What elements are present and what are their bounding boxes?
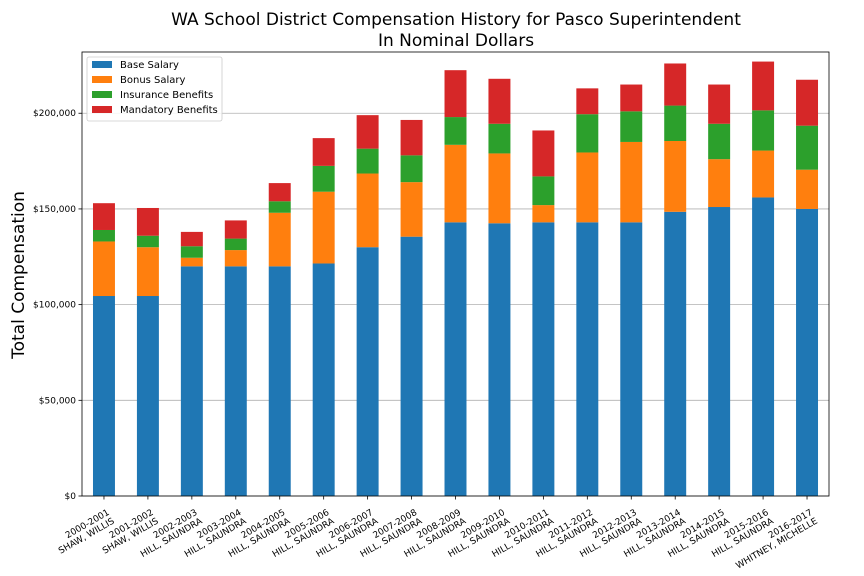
- bar-insurance-benefits: [708, 123, 731, 160]
- bar-bonus-salary: [664, 140, 687, 212]
- bars: [92, 61, 819, 497]
- y-tick-label: $100,000: [33, 301, 76, 311]
- bar-mandatory-benefits: [664, 63, 687, 106]
- bar-base-salary: [796, 208, 819, 496]
- bar-base-salary: [136, 296, 159, 496]
- bar-bonus-salary: [752, 150, 775, 198]
- bar-mandatory-benefits: [180, 231, 203, 247]
- y-axis-ticks: $0 $50,000 $100,000 $150,000 $200,000: [33, 109, 82, 502]
- bar-mandatory-benefits: [620, 84, 643, 112]
- bar-base-salary: [400, 236, 423, 496]
- bar-bonus-salary: [708, 159, 731, 208]
- bar-bonus-salary: [532, 205, 555, 223]
- bar-mandatory-benefits: [708, 84, 731, 124]
- bar-bonus-salary: [576, 152, 599, 223]
- bar-mandatory-benefits: [576, 88, 599, 115]
- bar-insurance-benefits: [488, 123, 511, 154]
- bar-mandatory-benefits: [136, 207, 159, 236]
- bar-insurance-benefits: [532, 176, 555, 206]
- bar-base-salary: [356, 247, 379, 496]
- y-tick-label: $0: [65, 492, 77, 502]
- legend-label: Base Salary: [120, 60, 179, 71]
- bar-insurance-benefits: [136, 235, 159, 248]
- bar-base-salary: [312, 263, 335, 496]
- bar-base-salary: [576, 222, 599, 497]
- bar-mandatory-benefits: [268, 183, 291, 202]
- y-axis-label: Total Compensation: [9, 191, 29, 360]
- bar-insurance-benefits: [576, 114, 599, 153]
- bar-insurance-benefits: [400, 155, 423, 183]
- bar-bonus-salary: [620, 141, 643, 223]
- bar-base-salary: [708, 207, 731, 496]
- bar-insurance-benefits: [664, 105, 687, 141]
- legend-swatch: [92, 91, 112, 98]
- bar-base-salary: [620, 222, 643, 497]
- bar-mandatory-benefits: [752, 61, 775, 111]
- bar-base-salary: [444, 222, 467, 497]
- bar-base-salary: [752, 197, 775, 496]
- bar-bonus-salary: [92, 241, 115, 297]
- bar-mandatory-benefits: [356, 115, 379, 149]
- bar-bonus-salary: [224, 250, 247, 267]
- bar-insurance-benefits: [180, 246, 203, 258]
- bar-insurance-benefits: [312, 165, 335, 192]
- y-tick-label: $150,000: [33, 205, 76, 215]
- bar-base-salary: [180, 266, 203, 496]
- bar-insurance-benefits: [620, 111, 643, 142]
- bar-mandatory-benefits: [488, 78, 511, 124]
- bar-base-salary: [532, 222, 555, 497]
- bar-mandatory-benefits: [444, 70, 467, 118]
- bar-insurance-benefits: [356, 148, 379, 174]
- legend-swatch: [92, 61, 112, 68]
- y-tick-label: $50,000: [39, 396, 76, 406]
- bar-mandatory-benefits: [400, 119, 423, 156]
- bar-bonus-salary: [488, 153, 511, 224]
- chart-title: WA School District Compensation History …: [171, 10, 741, 30]
- bar-insurance-benefits: [268, 201, 291, 213]
- bar-bonus-salary: [356, 173, 379, 248]
- legend-swatch: [92, 106, 112, 113]
- bar-bonus-salary: [796, 169, 819, 209]
- bar-bonus-salary: [268, 212, 291, 267]
- chart-subtitle: In Nominal Dollars: [378, 31, 534, 51]
- bar-mandatory-benefits: [312, 138, 335, 166]
- bar-base-salary: [664, 211, 687, 496]
- bar-insurance-benefits: [444, 117, 467, 145]
- bar-bonus-salary: [400, 182, 423, 237]
- bar-mandatory-benefits: [92, 203, 115, 230]
- bar-insurance-benefits: [796, 125, 819, 170]
- bar-base-salary: [268, 266, 291, 496]
- legend-label: Bonus Salary: [120, 75, 186, 86]
- bar-bonus-salary: [444, 144, 467, 223]
- bar-insurance-benefits: [752, 110, 775, 151]
- bar-bonus-salary: [312, 191, 335, 264]
- bar-mandatory-benefits: [224, 220, 247, 239]
- legend-label: Mandatory Benefits: [120, 105, 218, 116]
- bar-insurance-benefits: [92, 229, 115, 242]
- legend: Base Salary Bonus Salary Insurance Benefit…: [86, 56, 223, 122]
- bar-base-salary: [224, 266, 247, 496]
- bar-mandatory-benefits: [796, 79, 819, 126]
- bar-base-salary: [488, 223, 511, 496]
- bar-base-salary: [92, 296, 115, 496]
- bar-mandatory-benefits: [532, 130, 555, 177]
- legend-box: [86, 56, 223, 122]
- legend-label: Insurance Benefits: [120, 90, 213, 101]
- bar-bonus-salary: [180, 257, 203, 267]
- y-tick-label: $200,000: [33, 109, 76, 119]
- bar-insurance-benefits: [224, 238, 247, 251]
- bar-bonus-salary: [136, 247, 159, 297]
- legend-swatch: [92, 76, 112, 83]
